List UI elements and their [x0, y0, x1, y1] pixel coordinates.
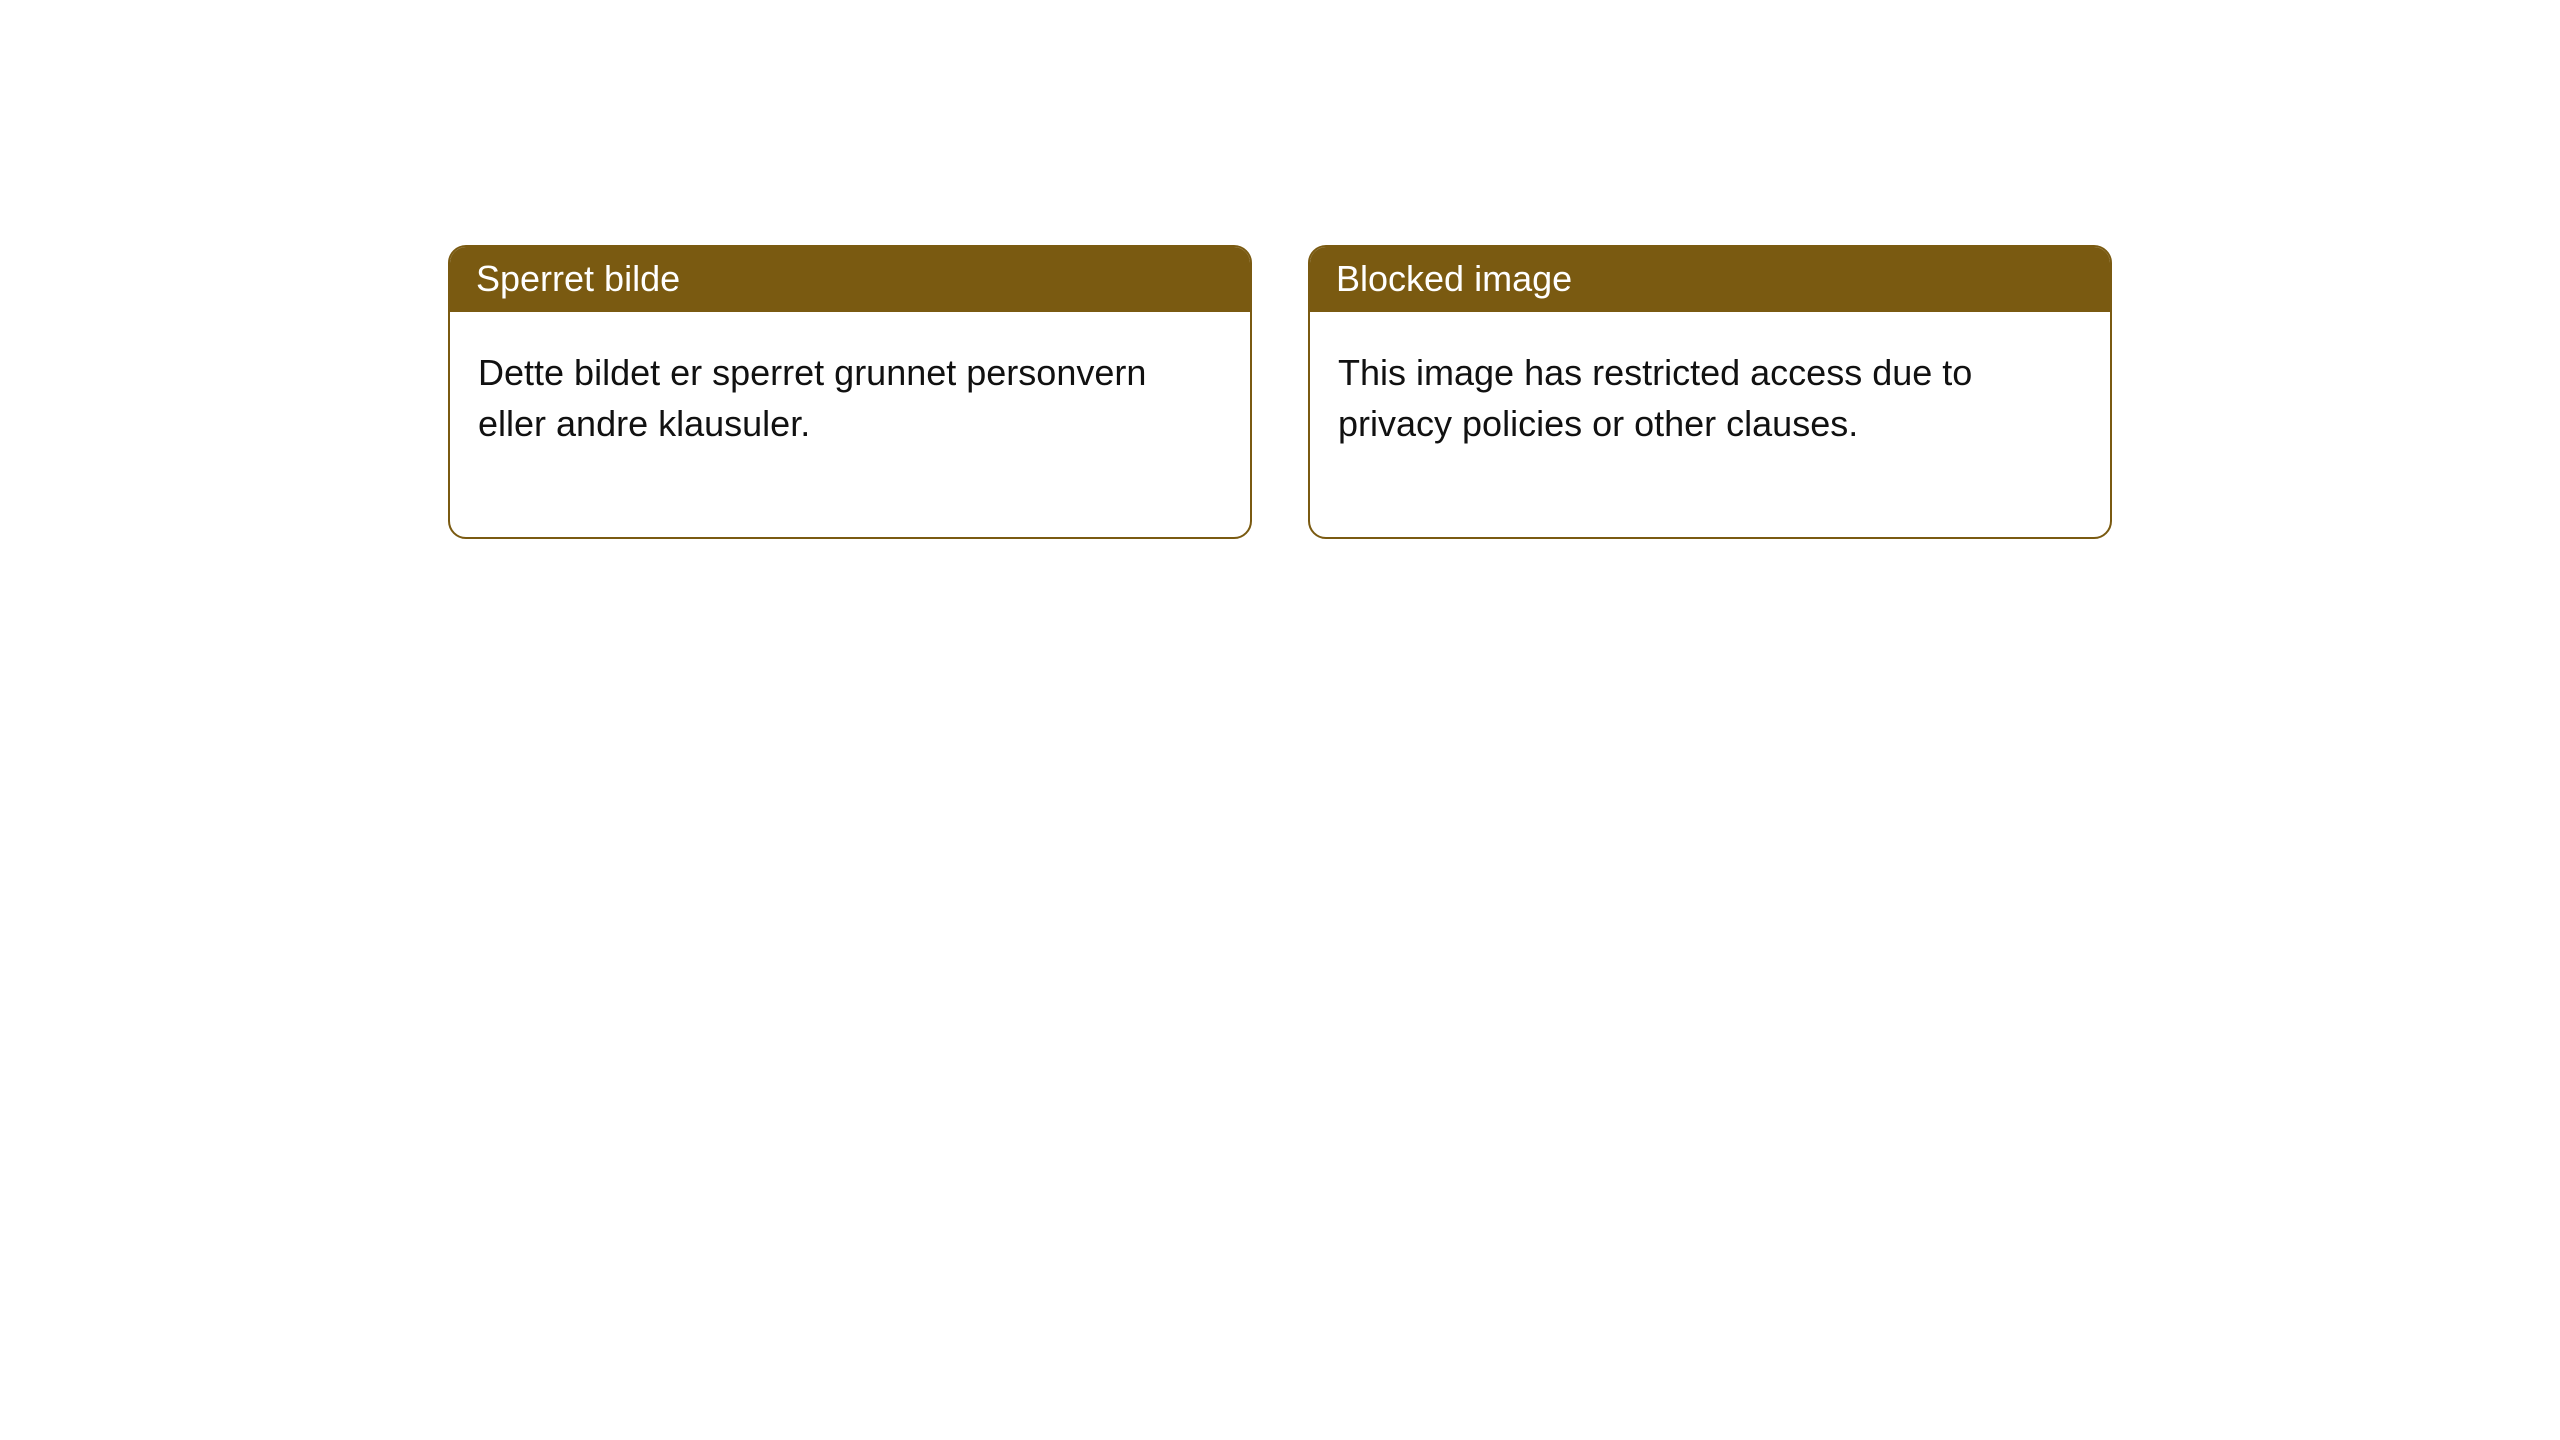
notice-container: Sperret bilde Dette bildet er sperret gr… — [0, 0, 2560, 539]
notice-body-english: This image has restricted access due to … — [1310, 312, 2110, 537]
notice-card-english: Blocked image This image has restricted … — [1308, 245, 2112, 539]
notice-title-english: Blocked image — [1310, 247, 2110, 312]
notice-card-norwegian: Sperret bilde Dette bildet er sperret gr… — [448, 245, 1252, 539]
notice-body-norwegian: Dette bildet er sperret grunnet personve… — [450, 312, 1250, 537]
notice-title-norwegian: Sperret bilde — [450, 247, 1250, 312]
